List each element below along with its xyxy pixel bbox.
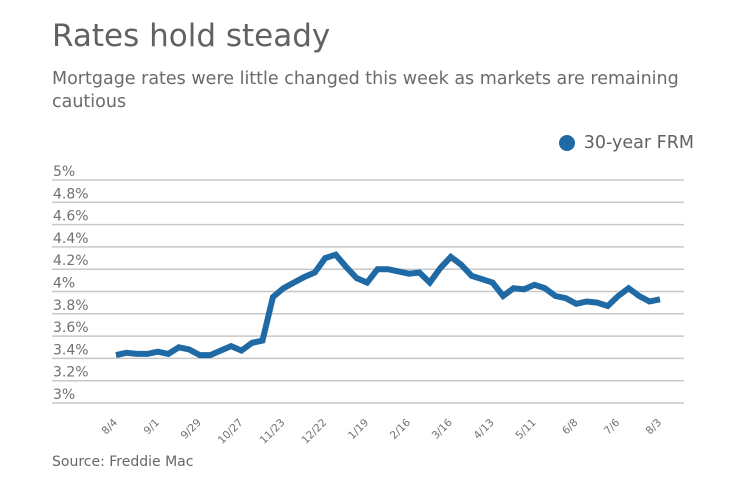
x-tick-label: 12/22 <box>299 417 329 447</box>
x-tick-label: 9/1 <box>142 417 162 437</box>
x-tick-label: 2/16 <box>388 416 413 441</box>
y-tick-label: 3.6% <box>53 320 89 336</box>
legend-label: 30-year FRM <box>583 133 694 153</box>
legend-marker <box>558 135 575 151</box>
y-tick-label: 4.6% <box>53 209 89 225</box>
y-tick-label: 4% <box>53 276 75 292</box>
y-tick-label: 4.4% <box>53 231 89 247</box>
x-tick-label: 8/3 <box>644 417 664 437</box>
y-tick-label: 4.8% <box>53 186 89 202</box>
y-tick-label: 3.2% <box>53 365 89 381</box>
x-tick-label: 10/27 <box>216 417 246 447</box>
x-tick-label: 3/16 <box>430 416 455 441</box>
chart-title: Rates hold steady <box>52 18 331 54</box>
y-tick-label: 3.4% <box>53 342 89 358</box>
x-tick-label: 7/6 <box>602 416 623 437</box>
y-tick-label: 3.8% <box>53 298 89 314</box>
x-tick-label: 5/11 <box>513 417 538 442</box>
x-tick-label: 11/23 <box>258 417 288 447</box>
chart-subtitle: Mortgage rates were little changed this … <box>52 69 679 112</box>
y-tick-label: 3% <box>53 387 75 403</box>
x-tick-label: 4/13 <box>472 417 497 442</box>
y-tick-label: 4.2% <box>53 253 89 269</box>
x-tick-label: 8/4 <box>100 416 121 437</box>
x-tick-label: 1/19 <box>346 417 371 442</box>
y-tick-label: 5% <box>53 164 75 180</box>
legend: 30-year FRM <box>558 133 694 153</box>
x-tick-label: 6/8 <box>560 417 580 437</box>
x-tick-label: 9/29 <box>179 417 204 442</box>
source-note: Source: Freddie Mac <box>52 454 194 470</box>
